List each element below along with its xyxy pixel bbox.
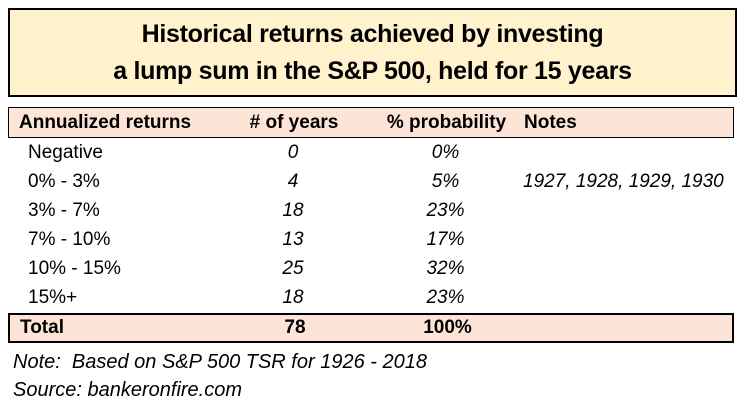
cell-years: 25 (282, 257, 304, 279)
cell-years: 18 (282, 199, 304, 221)
footnote-text: Note: Based on S&P 500 TSR for 1926 - 20… (13, 351, 427, 373)
cell-probability: 32% (426, 257, 465, 279)
cell-total-label: Total (20, 317, 64, 338)
table-row-3-7: 3% - 7% 18 23% (8, 196, 734, 225)
cell-probability: 17% (426, 228, 465, 250)
table-header-row: Annualized returns # of years % probabil… (8, 107, 734, 138)
cell-years: 13 (282, 228, 304, 250)
col-header-annualized-returns: Annualized returns (19, 111, 192, 133)
cell-range: 10% - 15% (28, 257, 121, 279)
table-row-negative: Negative 0 0% (8, 138, 734, 167)
cell-years: 18 (282, 286, 304, 308)
title-line-2: a lump sum in the S&P 500, held for 15 y… (113, 56, 632, 85)
cell-total-years: 78 (284, 317, 306, 338)
title-line-1: Historical returns achieved by investing (141, 19, 604, 48)
cell-years: 0 (287, 141, 299, 163)
cell-range: Negative (28, 141, 103, 163)
cell-range: 3% - 7% (28, 199, 100, 221)
col-header-num-years: # of years (249, 111, 339, 133)
col-header-probability: % probability (386, 111, 507, 133)
cell-years: 4 (287, 170, 299, 192)
figure-title: Historical returns achieved by investing… (8, 8, 737, 97)
cell-range: 15%+ (28, 286, 78, 308)
table-row-10-15: 10% - 15% 25 32% (8, 254, 734, 283)
cell-notes: 1927, 1928, 1929, 1930 (523, 170, 724, 192)
cell-total-probability: 100% (423, 317, 472, 338)
cell-range: 0% - 3% (28, 170, 100, 192)
source-text: Source: bankeronfire.com (13, 379, 243, 401)
cell-range: 7% - 10% (28, 228, 111, 250)
cell-probability: 5% (431, 170, 460, 192)
table-row-15-plus: 15%+ 18 23% (8, 283, 734, 312)
cell-probability: 0% (431, 141, 460, 163)
cell-probability: 23% (426, 199, 465, 221)
table-total-row: Total 78 100% (8, 313, 734, 343)
col-header-notes: Notes (524, 111, 577, 133)
cell-probability: 23% (426, 286, 465, 308)
table-row-0-3: 0% - 3% 4 5% 1927, 1928, 1929, 1930 (8, 167, 734, 196)
returns-table: Annualized returns # of years % probabil… (8, 107, 734, 343)
table-row-7-10: 7% - 10% 13 17% (8, 225, 734, 254)
